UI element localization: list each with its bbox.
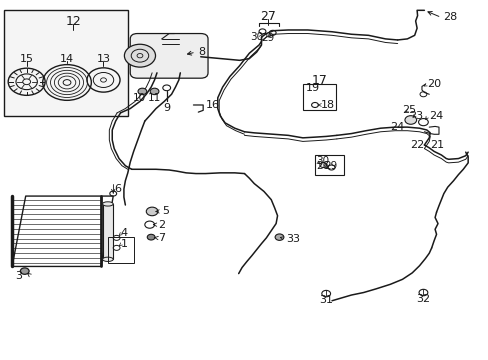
Bar xyxy=(302,84,335,110)
Text: 31: 31 xyxy=(319,295,332,305)
Text: 9: 9 xyxy=(163,103,170,113)
Text: 24: 24 xyxy=(428,111,443,121)
FancyBboxPatch shape xyxy=(130,33,207,78)
Text: 26: 26 xyxy=(316,161,329,171)
Text: 27: 27 xyxy=(259,10,275,23)
Bar xyxy=(108,237,133,263)
Ellipse shape xyxy=(102,202,113,206)
Text: 17: 17 xyxy=(311,74,326,87)
Text: 4: 4 xyxy=(120,228,127,238)
Text: 18: 18 xyxy=(321,100,335,110)
Text: 22: 22 xyxy=(409,140,423,150)
Bar xyxy=(314,156,344,175)
Text: 32: 32 xyxy=(415,294,429,303)
Text: 28: 28 xyxy=(442,13,456,22)
Text: 14: 14 xyxy=(60,54,74,64)
Circle shape xyxy=(138,88,146,95)
Text: 10: 10 xyxy=(132,93,145,103)
Text: 8: 8 xyxy=(198,47,205,57)
Text: 19: 19 xyxy=(305,83,319,93)
Text: 7: 7 xyxy=(158,233,165,243)
Text: 24: 24 xyxy=(389,122,404,132)
Circle shape xyxy=(20,268,29,274)
Text: 13: 13 xyxy=(96,54,110,64)
Text: 6: 6 xyxy=(115,184,122,194)
Text: 23: 23 xyxy=(408,111,422,121)
Text: 25: 25 xyxy=(402,105,416,115)
Text: 11: 11 xyxy=(148,93,161,103)
Text: 2: 2 xyxy=(158,220,165,230)
Text: 15: 15 xyxy=(20,54,34,64)
Circle shape xyxy=(275,234,284,240)
Circle shape xyxy=(404,116,416,124)
Text: 5: 5 xyxy=(162,206,168,216)
Ellipse shape xyxy=(102,257,113,261)
Text: 30: 30 xyxy=(316,156,329,166)
Text: 16: 16 xyxy=(205,100,219,110)
Circle shape xyxy=(124,44,155,67)
Circle shape xyxy=(146,207,158,216)
Text: 21: 21 xyxy=(429,140,444,150)
Text: 29: 29 xyxy=(261,33,274,43)
Bar xyxy=(4,10,127,116)
Text: 1: 1 xyxy=(120,239,127,249)
Bar xyxy=(102,204,113,259)
Text: 12: 12 xyxy=(65,14,81,27)
Circle shape xyxy=(150,88,159,95)
Text: 30: 30 xyxy=(250,32,263,42)
Text: 29: 29 xyxy=(324,161,337,171)
Text: 3: 3 xyxy=(15,271,22,281)
Text: 33: 33 xyxy=(285,234,299,244)
Text: 20: 20 xyxy=(426,79,440,89)
Circle shape xyxy=(147,234,155,240)
